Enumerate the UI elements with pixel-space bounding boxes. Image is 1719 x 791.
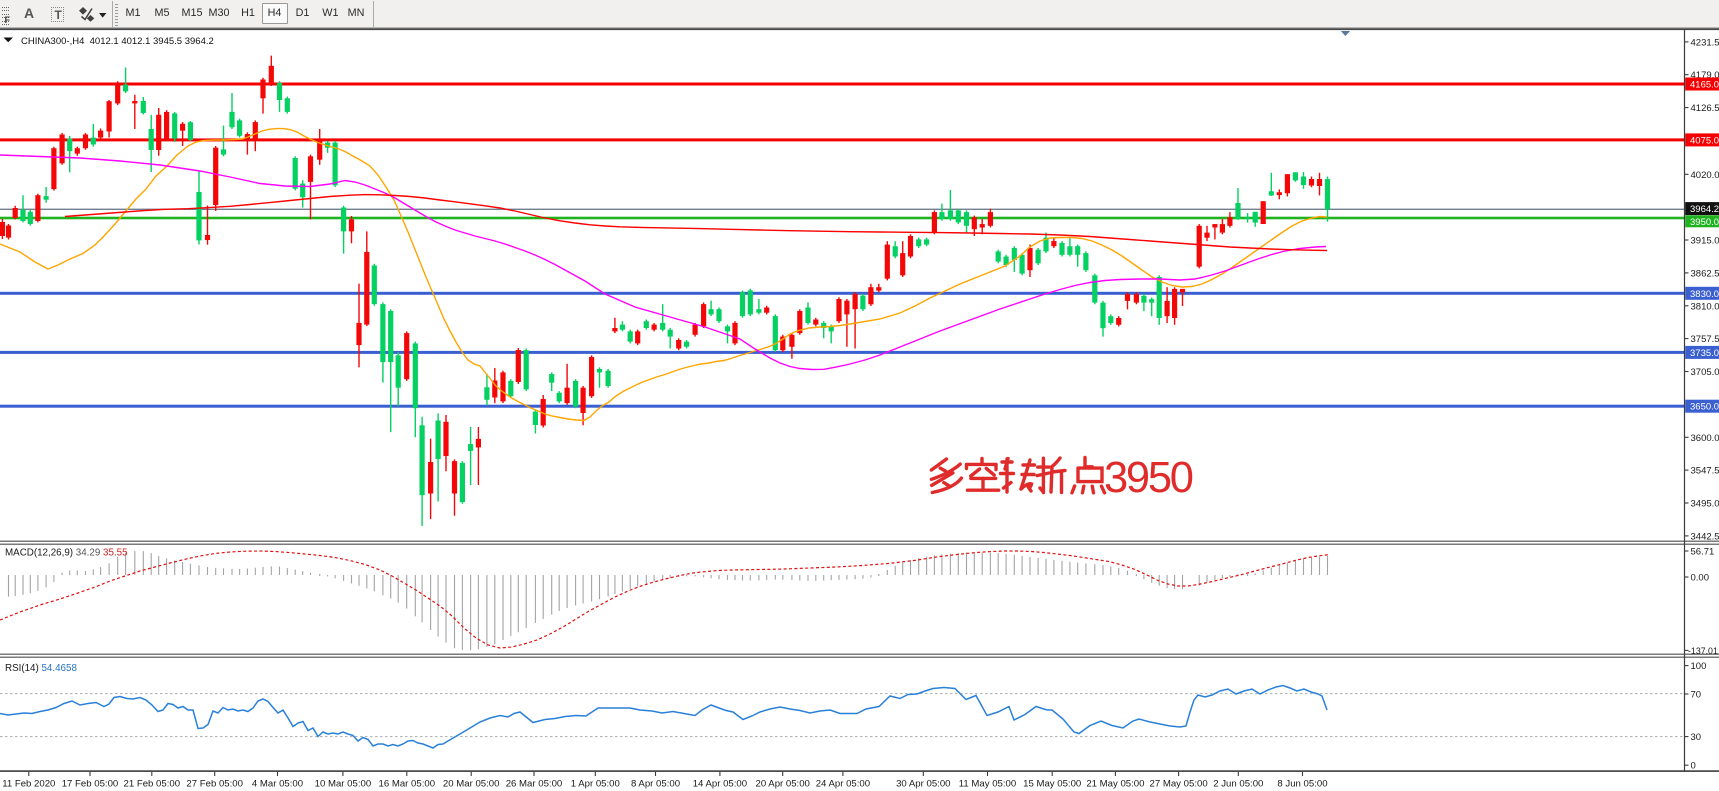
svg-text:MACD(12,26,9) 34.29 35.55: MACD(12,26,9) 34.29 35.55	[5, 548, 128, 559]
svg-text:15 May 05:00: 15 May 05:00	[1023, 779, 1081, 790]
svg-text:27 May 05:00: 27 May 05:00	[1150, 779, 1208, 790]
svg-text:20 Mar 05:00: 20 Mar 05:00	[443, 779, 500, 790]
svg-text:3950.0: 3950.0	[1690, 217, 1719, 228]
svg-text:8 Jun 05:00: 8 Jun 05:00	[1277, 779, 1327, 790]
svg-text:3862.5: 3862.5	[1691, 268, 1719, 279]
svg-text:4126.5: 4126.5	[1691, 103, 1719, 114]
svg-text:2 Jun 05:00: 2 Jun 05:00	[1213, 779, 1263, 790]
svg-text:70: 70	[1691, 690, 1702, 701]
svg-text:3442.5: 3442.5	[1691, 531, 1719, 542]
svg-text:30: 30	[1691, 732, 1702, 743]
svg-text:4075.0: 4075.0	[1690, 135, 1719, 146]
svg-text:4020.0: 4020.0	[1691, 170, 1719, 181]
svg-text:RSI(14) 54.4658: RSI(14) 54.4658	[5, 663, 77, 674]
svg-text:4179.0: 4179.0	[1691, 70, 1719, 81]
svg-text:1 Apr 05:00: 1 Apr 05:00	[571, 779, 620, 790]
svg-text:CHINA300-,H4 4012.1 4012.1 39: CHINA300-,H4 4012.1 4012.1 3945.5 3964.2	[21, 36, 214, 47]
svg-text:4 Mar 05:00: 4 Mar 05:00	[252, 779, 303, 790]
svg-text:3950: 3950	[1104, 454, 1194, 502]
svg-text:24 Apr 05:00: 24 Apr 05:00	[816, 779, 870, 790]
svg-text:21 May 05:00: 21 May 05:00	[1086, 779, 1144, 790]
svg-text:16 Mar 05:00: 16 Mar 05:00	[379, 779, 436, 790]
svg-text:20 Apr 05:00: 20 Apr 05:00	[755, 779, 809, 790]
svg-text:4165.0: 4165.0	[1690, 80, 1719, 91]
svg-text:56.71: 56.71	[1691, 547, 1715, 558]
svg-text:26 Mar 05:00: 26 Mar 05:00	[506, 779, 563, 790]
svg-text:3735.0: 3735.0	[1690, 348, 1719, 359]
svg-text:3830.0: 3830.0	[1690, 289, 1719, 300]
svg-text:100: 100	[1691, 661, 1707, 672]
svg-text:8 Apr 05:00: 8 Apr 05:00	[631, 779, 680, 790]
svg-text:3915.0: 3915.0	[1691, 236, 1719, 247]
svg-text:17 Feb 05:00: 17 Feb 05:00	[62, 779, 119, 790]
svg-text:4231.5: 4231.5	[1691, 37, 1719, 48]
svg-text:10 Mar 05:00: 10 Mar 05:00	[315, 779, 372, 790]
svg-text:14 Apr 05:00: 14 Apr 05:00	[693, 779, 747, 790]
svg-text:3547.5: 3547.5	[1691, 466, 1719, 477]
svg-text:3600.0: 3600.0	[1691, 433, 1719, 444]
svg-text:11 May 05:00: 11 May 05:00	[959, 779, 1016, 790]
svg-text:3757.5: 3757.5	[1691, 334, 1719, 345]
svg-text:30 Apr 05:00: 30 Apr 05:00	[896, 779, 950, 790]
svg-text:21 Feb 05:00: 21 Feb 05:00	[124, 779, 181, 790]
svg-text:3964.2: 3964.2	[1690, 204, 1719, 215]
svg-text:0.00: 0.00	[1691, 573, 1710, 584]
svg-text:27 Feb 05:00: 27 Feb 05:00	[186, 779, 243, 790]
svg-text:3495.0: 3495.0	[1691, 499, 1719, 510]
svg-text:-137.01: -137.01	[1688, 646, 1718, 656]
svg-text:3705.0: 3705.0	[1691, 367, 1719, 378]
svg-text:11 Feb 2020: 11 Feb 2020	[2, 779, 55, 790]
svg-text:3650.0: 3650.0	[1690, 402, 1719, 413]
svg-text:3810.0: 3810.0	[1691, 301, 1719, 312]
svg-text:0: 0	[1691, 761, 1696, 772]
